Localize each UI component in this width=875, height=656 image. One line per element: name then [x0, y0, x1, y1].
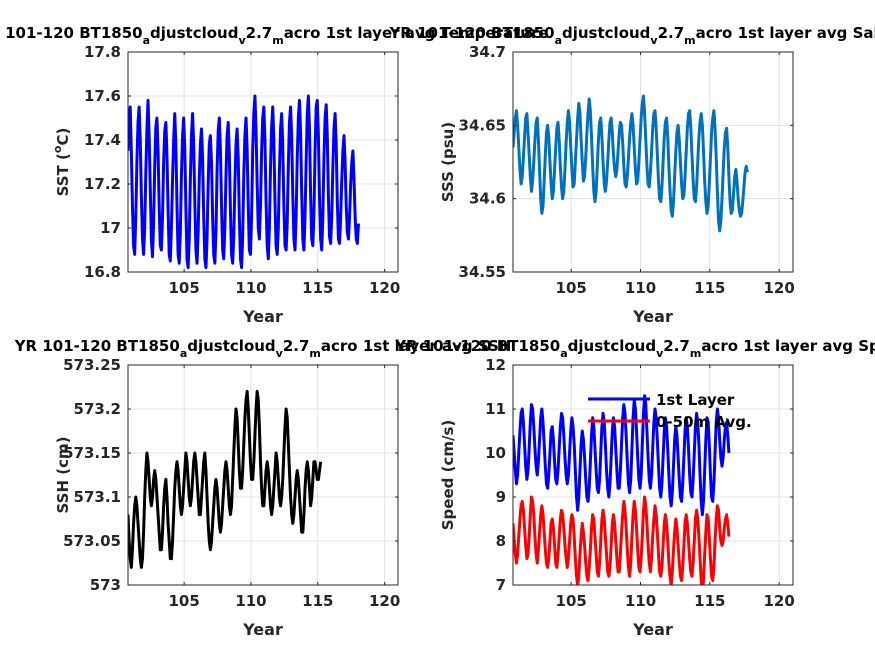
series-line-1: [128, 389, 323, 569]
title-subscript: v: [238, 34, 246, 47]
y-tick-label: 11: [485, 400, 506, 418]
y-tick-label: 17.6: [84, 87, 121, 105]
title-part: YR 101-120 BT1850: [14, 337, 180, 355]
title-part: YR 101-120 BT1850: [394, 337, 560, 355]
title-part: djustcloud: [568, 337, 656, 355]
y-axis-label: SSS (psu): [439, 122, 457, 202]
title-subscript: m: [272, 34, 283, 47]
y-label-part: C): [54, 128, 72, 146]
title-subscript: v: [276, 347, 284, 360]
title-part: 2.7: [663, 337, 690, 355]
y-tick-label: 573.05: [63, 532, 121, 550]
title-part: acro 1st layer avg Speed: [701, 337, 875, 355]
x-tick-label: 105: [556, 592, 587, 610]
y-axis-label: SSH (cm): [54, 437, 72, 514]
title-part: YR 101-120 BT1850: [388, 24, 554, 42]
title-part: 2.7: [658, 24, 685, 42]
x-tick-label: 110: [625, 279, 656, 297]
chart-title: YR 101-120 BT1850adjustcloudv2.7macro 1s…: [0, 24, 549, 47]
x-tick-label: 105: [168, 279, 199, 297]
x-axis-label: Year: [242, 307, 283, 326]
title-subscript: v: [656, 347, 664, 360]
chart-title: YR 101-120 BT1850adjustcloudv2.7macro 1s…: [394, 337, 875, 360]
title-part: djustcloud: [150, 24, 238, 42]
y-tick-label: 7: [496, 576, 506, 594]
series-line-2: [513, 495, 731, 585]
title-subscript: m: [684, 34, 695, 47]
chart-panel-3: 105 110 115 120 573 573.05 573.1 573.15 573.2 573…: [14, 337, 512, 639]
y-tick-label: 17: [100, 219, 121, 237]
title-part: 2.7: [246, 24, 273, 42]
title-subscript: a: [180, 347, 187, 360]
x-tick-label: 120: [763, 279, 794, 297]
y-tick-label: 17.4: [84, 131, 121, 149]
x-axis-label: Year: [242, 620, 283, 639]
x-tick-label: 120: [369, 279, 400, 297]
series-line-1: [513, 394, 731, 517]
chart-panel-2: 105 110 115 120 34.55 34.6 34.65 34.7 Year SSS (p…: [388, 24, 875, 326]
x-tick-label: 105: [168, 592, 199, 610]
title-part: acro 1st layer avg SSH: [321, 337, 511, 355]
title-part: YR 101-120 BT1850: [0, 24, 143, 42]
y-tick-label: 573.1: [74, 488, 121, 506]
y-label-part: SST (: [54, 153, 72, 196]
title-subscript: m: [690, 347, 701, 360]
y-tick-label: 9: [496, 488, 506, 506]
title-subscript: a: [560, 347, 567, 360]
y-tick-label: 8: [496, 532, 506, 550]
axes-box: [512, 364, 794, 586]
y-tick-label: 17.8: [84, 43, 121, 61]
y-tick-label: 17.2: [84, 175, 121, 193]
chart-panel-4: 105 110 115 120 7 8 9 10 11 12 Year Speed (cm/s) YR …: [394, 337, 875, 639]
x-tick-label: 110: [235, 279, 266, 297]
y-tick-label: 573.2: [74, 400, 121, 418]
y-tick-label: 34.6: [469, 190, 506, 208]
x-axis-label: Year: [632, 620, 673, 639]
legend-label-1: 1st Layer: [656, 391, 735, 409]
chart-panel-1: 105 110 115 120 16.8 17 17.2 17.4 17.6 17.8 Year SS…: [0, 24, 549, 326]
legend: 1st Layer 0-50m Avg.: [588, 391, 752, 431]
axes-box: [127, 364, 399, 586]
title-subscript: a: [555, 34, 562, 47]
y-axis-label: Speed (cm/s): [439, 420, 457, 531]
x-tick-label: 110: [625, 592, 656, 610]
title-subscript: m: [309, 347, 320, 360]
axes-box: [512, 51, 794, 273]
x-tick-label: 115: [694, 592, 725, 610]
panels: 105 110 115 120 16.8 17 17.2 17.4 17.6 17.8 Year SS…: [0, 24, 875, 639]
title-subscript: v: [650, 34, 658, 47]
series-line-1: [128, 94, 360, 270]
x-tick-label: 120: [763, 592, 794, 610]
title-part: acro 1st layer avg Temperature: [284, 24, 549, 42]
x-tick-label: 105: [556, 279, 587, 297]
axes-box: [127, 51, 399, 273]
x-tick-label: 115: [302, 592, 333, 610]
y-tick-label: 573: [90, 576, 121, 594]
y-tick-label: 10: [485, 444, 506, 462]
x-tick-label: 120: [369, 592, 400, 610]
title-part: djustcloud: [187, 337, 275, 355]
title-subscript: a: [143, 34, 150, 47]
y-axis-label: SST (oC): [51, 128, 72, 197]
title-part: 2.7: [283, 337, 310, 355]
chart-title: YR 101-120 BT1850adjustcloudv2.7macro 1s…: [388, 24, 875, 47]
series-line-1: [513, 94, 749, 233]
legend-label-2: 0-50m Avg.: [656, 413, 752, 431]
y-tick-label: 34.7: [469, 43, 506, 61]
x-tick-label: 115: [694, 279, 725, 297]
y-tick-label: 34.55: [459, 263, 506, 281]
x-axis-label: Year: [632, 307, 673, 326]
y-tick-label: 573.25: [63, 356, 121, 374]
y-tick-label: 16.8: [84, 263, 121, 281]
x-tick-label: 110: [235, 592, 266, 610]
y-tick-label: 12: [485, 356, 506, 374]
title-part: djustcloud: [562, 24, 650, 42]
x-tick-label: 115: [302, 279, 333, 297]
y-tick-label: 34.65: [459, 116, 506, 134]
chart-title: YR 101-120 BT1850adjustcloudv2.7macro 1s…: [14, 337, 512, 360]
y-tick-label: 573.15: [63, 444, 121, 462]
title-part: acro 1st layer avg Salinity: [696, 24, 875, 42]
y-label-superscript: o: [51, 145, 64, 153]
